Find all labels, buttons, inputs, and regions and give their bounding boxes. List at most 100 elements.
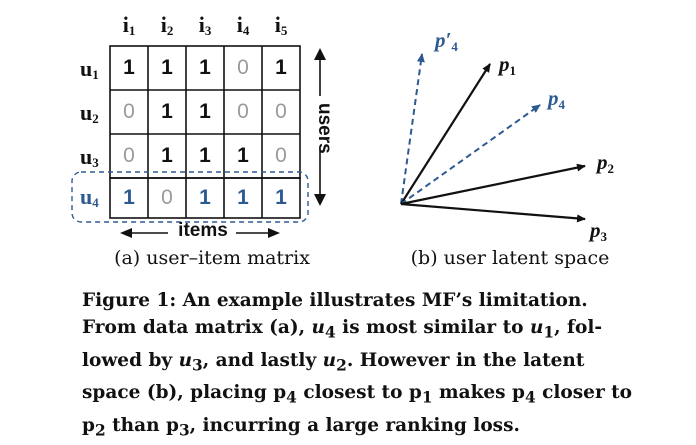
caption-text: , fol- <box>554 317 603 338</box>
vector-label-text: p <box>590 218 601 242</box>
vector-label-sub: 4 <box>451 39 458 54</box>
col-header-letter: i <box>160 12 167 37</box>
vector-label-text: p <box>597 150 608 174</box>
cell-u3-i1: 0 <box>123 144 135 167</box>
label-p1: p1 <box>499 52 516 79</box>
caption-math-sub: 1 <box>543 323 555 342</box>
cell-u3-i4: 1 <box>237 144 249 167</box>
label-p4: p4 <box>548 86 565 113</box>
col-header-letter: i <box>236 12 243 37</box>
caption-line-3: lowed by u3, and lastly u2. However in t… <box>82 347 642 380</box>
cell-u4-i2: 0 <box>161 186 173 209</box>
caption-text: closer to <box>535 382 633 404</box>
caption-line-5: p2 than p3, incurring a large ranking lo… <box>82 412 642 445</box>
caption-math-sub: 2 <box>94 421 106 440</box>
caption-math: u <box>322 349 337 371</box>
users-arrow <box>314 48 326 206</box>
caption-math: u <box>311 317 325 338</box>
label-p3: p3 <box>590 218 607 245</box>
cell-u2-i3: 1 <box>199 100 211 123</box>
row-header-u3: u3 <box>80 144 110 171</box>
vector-label-sub: 2 <box>607 161 615 176</box>
col-header-i1: i1 <box>110 12 148 39</box>
col-header-sub: 3 <box>204 23 212 38</box>
caption-math: p <box>512 382 525 404</box>
caption-text: is most similar to <box>335 317 530 338</box>
caption-text: than <box>105 415 166 437</box>
cell-u1-i3: 1 <box>199 56 211 79</box>
row-header-letter: u <box>80 144 93 169</box>
vector-p3 <box>400 202 586 223</box>
col-header-i2: i2 <box>148 12 186 39</box>
vector-label-sub: 4 <box>558 97 566 112</box>
caption-math: p <box>166 415 179 437</box>
cell-u1-i1: 1 <box>123 56 135 79</box>
col-header-letter: i <box>122 12 129 37</box>
col-header-sub: 2 <box>166 23 174 38</box>
caption-math-sub: 1 <box>421 389 433 408</box>
row-header-u4: u4 <box>80 184 110 211</box>
col-header-sub: 5 <box>280 23 288 38</box>
caption-text: space (b), placing <box>82 382 274 404</box>
caption-text: lowed by <box>82 349 179 371</box>
u4-highlight-box <box>71 171 309 223</box>
caption-text: makes <box>432 382 513 404</box>
row-header-sub: 2 <box>92 111 99 126</box>
caption-text: . However in the latent <box>346 349 585 371</box>
caption-math-sub: 2 <box>336 356 347 375</box>
row-header-sub: 1 <box>92 67 99 82</box>
row-header-sub: 4 <box>92 195 99 210</box>
cell-u3-i5: 0 <box>275 144 287 167</box>
caption-line-2: From data matrix (a), u4 is most similar… <box>82 314 642 347</box>
subfigure-a-caption: (a) user–item matrix <box>114 247 310 269</box>
cell-u2-i4: 0 <box>237 100 249 123</box>
caption-math-sub: 4 <box>286 389 297 408</box>
subfigure-b-caption: (b) user latent space <box>410 247 610 269</box>
cell-u4-i4: 1 <box>237 186 249 209</box>
vector-label-text: p <box>548 86 559 110</box>
vector-p2 <box>400 163 586 206</box>
vector-p1 <box>400 63 491 205</box>
row-header-letter: u <box>80 184 93 209</box>
caption-math: u <box>529 317 544 338</box>
vector-label-sub: 1 <box>509 63 517 78</box>
caption-text: closest to <box>296 382 409 404</box>
cell-u2-i2: 1 <box>161 100 173 123</box>
vector-label-text: p′ <box>435 28 452 52</box>
row-header-letter: u <box>80 100 93 125</box>
caption-math-sub: 3 <box>192 356 203 375</box>
col-header-letter: i <box>274 12 281 37</box>
cell-u4-i3: 1 <box>199 186 211 209</box>
caption-text: , incurring a large ranking loss. <box>189 415 520 437</box>
caption-text: From data matrix (a), <box>82 317 312 338</box>
row-header-u2: u2 <box>80 100 110 127</box>
cell-u1-i5: 1 <box>275 56 287 79</box>
col-header-sub: 4 <box>242 23 250 38</box>
col-header-sub: 1 <box>128 23 136 38</box>
row-header-letter: u <box>80 56 93 81</box>
label-p4-prime: p′4 <box>435 28 458 55</box>
vector-p4 <box>400 104 541 205</box>
col-header-letter: i <box>198 12 205 37</box>
row-header-u1: u1 <box>80 56 110 83</box>
col-header-i5: i5 <box>262 12 300 39</box>
caption-math: p <box>408 382 422 404</box>
vector-label-sub: 3 <box>600 229 608 244</box>
cell-u2-i5: 0 <box>275 100 287 123</box>
caption-line-4: space (b), placing p4 closest to p1 make… <box>82 379 642 412</box>
items-axis-label: items <box>178 220 228 241</box>
col-header-i3: i3 <box>186 12 224 39</box>
vector-p4-prime <box>400 53 425 205</box>
label-p2: p2 <box>597 150 614 177</box>
vector-label-text: p <box>499 52 510 76</box>
caption-math-sub: 4 <box>325 323 336 342</box>
caption-math: p <box>82 415 95 437</box>
cell-u4-i1: 1 <box>123 186 135 209</box>
cell-u2-i1: 0 <box>123 100 135 123</box>
caption-math: p <box>273 382 287 404</box>
items-arrow <box>120 228 280 238</box>
caption-text: , and lastly <box>202 349 323 371</box>
caption-math: u <box>178 349 193 371</box>
